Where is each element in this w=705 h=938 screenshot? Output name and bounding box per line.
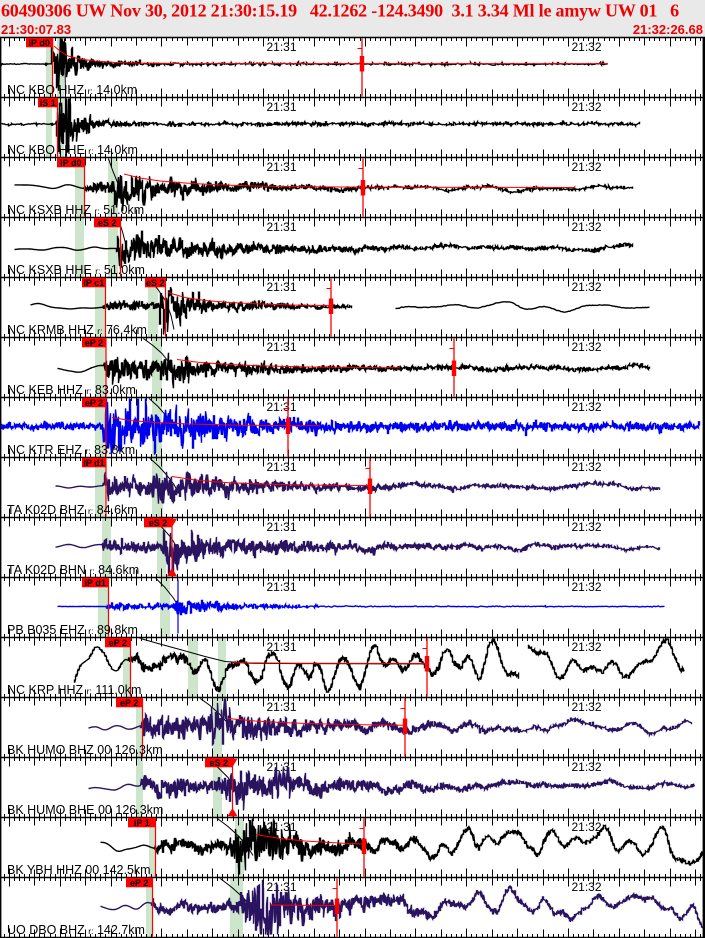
svg-text:iP d1: iP d1 — [85, 578, 106, 588]
svg-text:NC KTR EHZ r: 83.8km: NC KTR EHZ r: 83.8km — [7, 443, 135, 457]
svg-text:21:31: 21:31 — [267, 220, 297, 234]
svg-text:21:32: 21:32 — [572, 880, 602, 894]
svg-text:21:32: 21:32 — [572, 400, 602, 414]
svg-text:TA K02D BHZ r: 84.6km: TA K02D BHZ r: 84.6km — [7, 503, 138, 517]
svg-text:21:31: 21:31 — [267, 460, 297, 474]
svg-text:21:32:26.68: 21:32:26.68 — [633, 22, 703, 37]
svg-text:21:31: 21:31 — [267, 700, 297, 714]
svg-text:21:32: 21:32 — [572, 460, 602, 474]
svg-text:eS 2: eS 2 — [149, 518, 168, 528]
svg-text:NC KSXB HHE r: 51.0km: NC KSXB HHE r: 51.0km — [7, 263, 145, 277]
svg-text:iP 1: iP 1 — [134, 818, 150, 828]
svg-text:21:32: 21:32 — [572, 340, 602, 354]
svg-text:21:32: 21:32 — [572, 280, 602, 294]
svg-text:PB B035 EHZ r: 89.8km: PB B035 EHZ r: 89.8km — [7, 623, 138, 637]
svg-text:21:31: 21:31 — [267, 400, 297, 414]
svg-text:eP 2: eP 2 — [85, 338, 103, 348]
svg-text:21:32: 21:32 — [572, 160, 602, 174]
svg-text:21:32: 21:32 — [572, 220, 602, 234]
svg-text:eS 2: eS 2 — [98, 218, 117, 228]
svg-text:21:32: 21:32 — [572, 700, 602, 714]
svg-text:21:32: 21:32 — [572, 100, 602, 114]
svg-text:NC KRMB HHZ r: 76.4km: NC KRMB HHZ r: 76.4km — [7, 323, 147, 337]
svg-text:iS 1: iS 1 — [40, 98, 56, 108]
svg-text:NC KSXB HHZ r: 51.0km: NC KSXB HHZ r: 51.0km — [7, 203, 144, 217]
svg-text:21:32: 21:32 — [572, 760, 602, 774]
svg-text:iP d0: iP d0 — [29, 38, 50, 48]
svg-text:21:32: 21:32 — [572, 640, 602, 654]
svg-text:iP d0: iP d0 — [60, 158, 81, 168]
svg-text:NC KRP HHZ r: 111.0km: NC KRP HHZ r: 111.0km — [7, 683, 141, 697]
svg-text:eP 2: eP 2 — [109, 638, 127, 648]
svg-text:21:31: 21:31 — [267, 280, 297, 294]
svg-text:21:32: 21:32 — [572, 580, 602, 594]
svg-text:eP 2: eP 2 — [130, 878, 148, 888]
svg-text:TA K02D BHN r: 84.6km: TA K02D BHN r: 84.6km — [7, 563, 139, 577]
svg-text:21:32: 21:32 — [572, 40, 602, 54]
svg-text:21:31: 21:31 — [267, 40, 297, 54]
svg-text:BK HUMO BHZ 00 126.3km: BK HUMO BHZ 00 126.3km — [7, 743, 163, 757]
svg-text:BK YBH HHZ 00 142.5km: BK YBH HHZ 00 142.5km — [7, 863, 151, 877]
svg-text:NC KEB HHZ r: 83.0km: NC KEB HHZ r: 83.0km — [7, 383, 136, 397]
svg-text:eP 2: eP 2 — [85, 398, 103, 408]
svg-text:21:31: 21:31 — [267, 340, 297, 354]
svg-text:iP c1: iP c1 — [83, 278, 104, 288]
svg-text:NC KBO HHE r: 14.0km: NC KBO HHE r: 14.0km — [7, 143, 138, 157]
svg-text:BK HUMO BHE 00 126.3km: BK HUMO BHE 00 126.3km — [7, 803, 163, 817]
svg-text:21:31: 21:31 — [267, 100, 297, 114]
svg-text:NC KBO HHZ r: 14.0km: NC KBO HHZ r: 14.0km — [7, 83, 137, 97]
svg-text:iP d1: iP d1 — [83, 458, 104, 468]
svg-text:21:31: 21:31 — [267, 520, 297, 534]
svg-text:eS 2: eS 2 — [210, 758, 229, 768]
svg-text:eS 2: eS 2 — [146, 278, 165, 288]
svg-text:21:30:07.83: 21:30:07.83 — [1, 22, 71, 37]
svg-text:21:32: 21:32 — [572, 520, 602, 534]
svg-text:UO DBO BHZ r: 142.7km: UO DBO BHZ r: 142.7km — [7, 923, 145, 937]
svg-text:21:31: 21:31 — [267, 580, 297, 594]
svg-text:60490306 UW Nov 30, 2012 21:30: 60490306 UW Nov 30, 2012 21:30:15.19 42.… — [1, 1, 679, 21]
svg-text:21:31: 21:31 — [267, 760, 297, 774]
svg-text:21:31: 21:31 — [267, 640, 297, 654]
svg-text:21:31: 21:31 — [267, 160, 297, 174]
svg-text:eP 2: eP 2 — [120, 698, 138, 708]
svg-text:21:32: 21:32 — [572, 820, 602, 834]
